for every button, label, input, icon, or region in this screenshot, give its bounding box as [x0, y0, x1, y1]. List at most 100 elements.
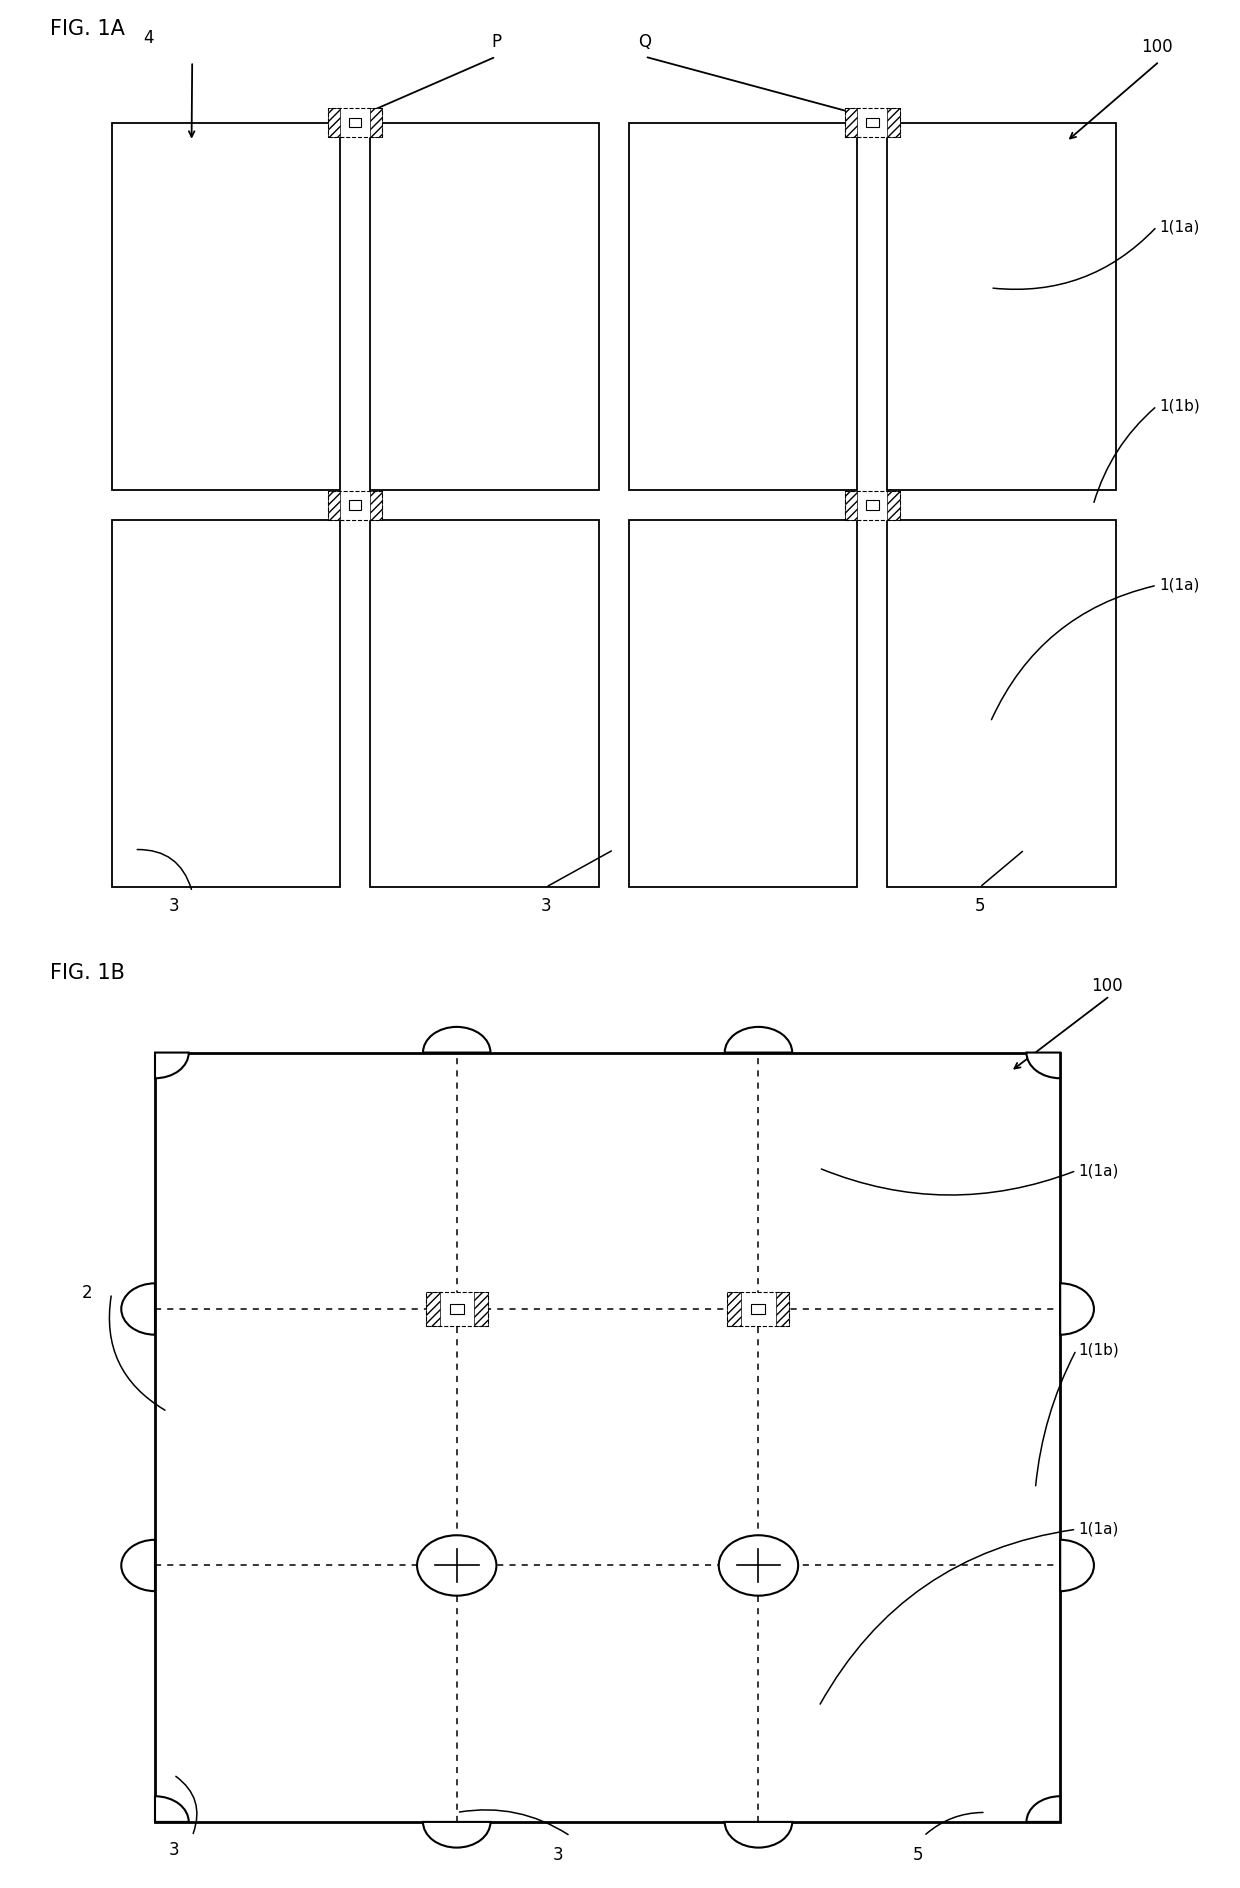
Point [234, 1167, 254, 1197]
Point [672, 751, 692, 782]
Point [632, 1480, 652, 1510]
Point [1044, 1469, 1064, 1499]
Point [1053, 446, 1073, 476]
Point [687, 1188, 707, 1218]
Point [521, 523, 541, 553]
Point [810, 625, 830, 655]
Point [779, 412, 799, 442]
Point [1099, 844, 1118, 874]
Point [216, 389, 236, 419]
Point [764, 855, 784, 885]
Point [343, 1614, 363, 1644]
Point [1099, 729, 1118, 759]
Point [371, 1074, 391, 1104]
Point [371, 1137, 391, 1167]
Point [703, 672, 723, 702]
Point [672, 580, 692, 610]
Point [660, 1374, 680, 1405]
Point [701, 1395, 720, 1425]
Point [885, 810, 905, 840]
Point [201, 546, 221, 576]
Point [521, 614, 541, 644]
Point [289, 1614, 309, 1644]
Point [343, 1282, 363, 1312]
Point [961, 113, 981, 143]
Point [1084, 468, 1104, 498]
Point [343, 1667, 363, 1697]
Point [1029, 1323, 1049, 1354]
Point [1084, 740, 1104, 770]
Point [961, 1178, 981, 1208]
Point [961, 1626, 981, 1656]
Point [961, 308, 981, 338]
Point [124, 546, 144, 576]
Point [262, 706, 281, 736]
Point [180, 1178, 200, 1208]
Point [714, 1448, 734, 1478]
Point [733, 217, 753, 247]
Point [398, 706, 418, 736]
Point [879, 1125, 899, 1155]
Point [495, 1333, 515, 1363]
Point [371, 1605, 391, 1635]
Point [124, 706, 144, 736]
Point [371, 1697, 391, 1728]
Point [915, 330, 935, 361]
Point [714, 1323, 734, 1354]
Point [522, 1427, 542, 1458]
Point [810, 591, 830, 621]
Point [186, 512, 206, 542]
Point [1022, 602, 1042, 632]
Point [275, 1374, 295, 1405]
Point [413, 1125, 433, 1155]
Point [444, 534, 464, 565]
Point [1068, 833, 1087, 863]
Point [977, 534, 997, 565]
Point [151, 1374, 171, 1405]
Point [467, 1104, 487, 1135]
Point [733, 147, 753, 177]
Point [248, 1291, 268, 1322]
Point [714, 1522, 734, 1552]
Point [180, 1157, 200, 1188]
Point [946, 434, 966, 464]
Point [1016, 1688, 1035, 1718]
Point [1099, 568, 1118, 598]
Point [1016, 1573, 1035, 1603]
Point [398, 763, 418, 793]
Point [490, 636, 510, 666]
Point [934, 1054, 954, 1084]
Point [551, 446, 570, 476]
Point [275, 1074, 295, 1104]
Point [549, 1250, 569, 1280]
Point [170, 683, 190, 714]
Point [357, 1709, 377, 1739]
Point [124, 625, 144, 655]
Point [795, 717, 815, 748]
Point [454, 1271, 474, 1301]
Point [866, 1104, 885, 1135]
Point [357, 1323, 377, 1354]
Point [1084, 614, 1104, 644]
Point [742, 1386, 761, 1416]
Point [626, 740, 646, 770]
Point [357, 1157, 377, 1188]
Point [582, 159, 601, 189]
Point [810, 695, 830, 725]
Point [551, 217, 570, 247]
Point [749, 378, 769, 408]
Point [490, 181, 510, 211]
Point [386, 1614, 405, 1644]
Point [521, 546, 541, 576]
Point [1084, 706, 1104, 736]
Point [852, 1552, 872, 1582]
Point [1084, 296, 1104, 327]
Point [248, 1146, 268, 1176]
Point [467, 1771, 487, 1801]
Point [289, 1386, 309, 1416]
Point [368, 308, 388, 338]
Point [1016, 1137, 1035, 1167]
Point [825, 1220, 844, 1250]
Point [308, 546, 327, 576]
Point [293, 296, 312, 327]
